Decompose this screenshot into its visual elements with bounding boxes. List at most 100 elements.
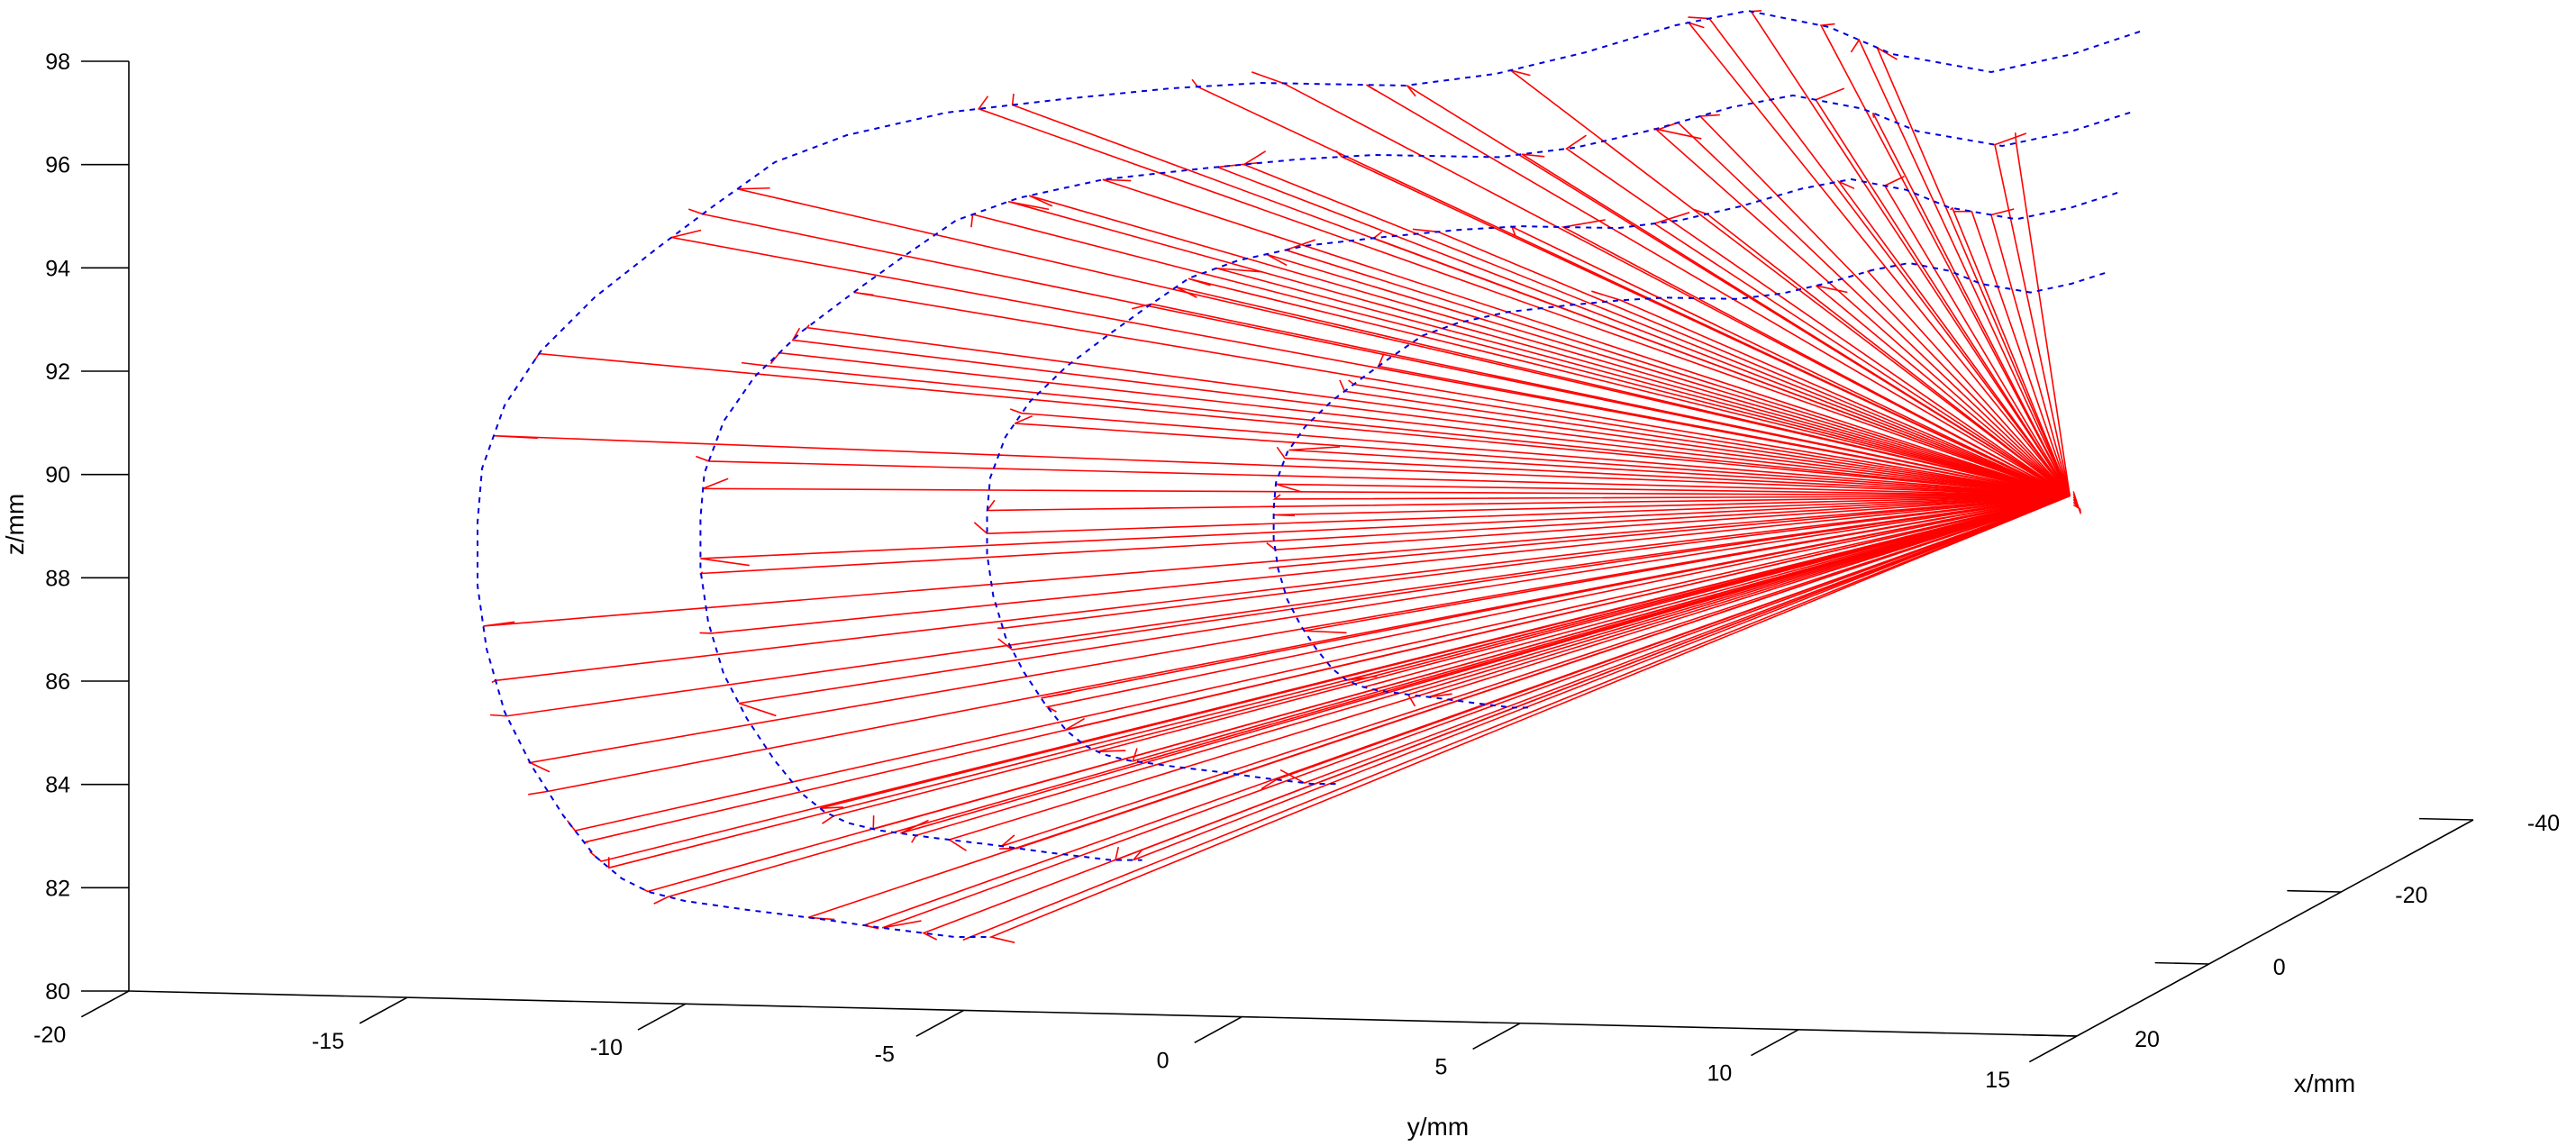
- ray: [988, 495, 2071, 943]
- ray: [1279, 495, 2071, 784]
- tick-labels: 80 82 84 86 88 90 92 94 96 98 -20 -15 -10 -5 0 5 10 15 -40…: [33, 50, 2560, 1093]
- ray: [881, 495, 2071, 929]
- surface-contour-1: [699, 94, 2131, 861]
- y-axis-line: [128, 990, 2078, 1037]
- ray: [1133, 495, 2071, 861]
- ray: [1114, 495, 2071, 861]
- ray: [1949, 206, 2071, 496]
- ray: [805, 324, 2071, 497]
- x-axis-title: x/mm: [2294, 1069, 2355, 1097]
- ray: [490, 495, 2071, 717]
- z-tick-label: 94: [45, 256, 70, 281]
- ray: [1028, 195, 2071, 497]
- y-tick-label: 0: [1157, 1048, 1170, 1073]
- ray: [1009, 408, 2071, 497]
- ray: [700, 495, 2071, 567]
- ray: [1276, 446, 2071, 497]
- x-tick: [2154, 961, 2209, 965]
- z-tick-label: 80: [45, 979, 70, 1005]
- ray: [1406, 85, 2071, 497]
- ray: [483, 495, 2071, 627]
- z-tick-label: 98: [45, 50, 70, 75]
- ray: [1266, 253, 2071, 497]
- y-tick-label: 15: [1985, 1068, 2010, 1093]
- ray: [1007, 200, 2071, 497]
- ray: [1366, 84, 2071, 497]
- y-axis-title: y/mm: [1407, 1113, 1469, 1141]
- ray: [1044, 495, 2071, 713]
- x-tick-label: 20: [2135, 1027, 2160, 1052]
- ray: [997, 495, 2071, 630]
- ray: [999, 495, 2071, 850]
- ray: [1816, 285, 2071, 497]
- z-tick-label: 90: [45, 463, 70, 488]
- x-tick: [2287, 889, 2342, 893]
- ray: [1698, 114, 2071, 496]
- ray: [741, 361, 2071, 497]
- y-tick: [1194, 1015, 1242, 1044]
- ray: [1261, 495, 2071, 790]
- ray: [1561, 219, 2071, 497]
- ray: [1132, 303, 2071, 497]
- y-tick-label: -20: [33, 1023, 66, 1048]
- x-tick: [2418, 817, 2474, 821]
- z-tick-label: 82: [45, 876, 70, 901]
- surface-contour-2: [986, 177, 2118, 786]
- y-tick-label: -5: [875, 1041, 895, 1067]
- ray: [997, 495, 2071, 651]
- x-axis-line: [2076, 819, 2474, 1037]
- ray: [1001, 495, 2071, 847]
- ray: [1268, 495, 2071, 569]
- ray: [1014, 415, 2071, 497]
- ray: [1850, 38, 2071, 496]
- z-tick-label: 88: [45, 566, 70, 591]
- axes-frame: [80, 60, 2474, 1063]
- ray: [1132, 495, 2071, 762]
- surface-contour-3: [1272, 261, 2106, 709]
- ray: [1819, 23, 2071, 496]
- z-tick-label: 84: [45, 773, 70, 798]
- y-tick-label: 5: [1435, 1055, 1448, 1080]
- ray: [820, 495, 2071, 809]
- ray: [696, 455, 2071, 497]
- surface-contours: [477, 9, 2141, 938]
- y-tick: [1751, 1029, 1799, 1057]
- y-tick-label: -10: [590, 1035, 623, 1060]
- ray: [1041, 495, 2071, 699]
- y-tick: [915, 1009, 964, 1037]
- ray: [1102, 178, 2071, 497]
- y-tick-label: -15: [312, 1029, 344, 1054]
- y-tick-label: 10: [1707, 1061, 1732, 1087]
- ray: [1871, 113, 2071, 496]
- y-tick: [80, 990, 130, 1018]
- x-tick-label: -20: [2395, 883, 2427, 908]
- focus-mark: [2072, 504, 2081, 511]
- ray: [1065, 495, 2071, 731]
- ray: [900, 495, 2071, 834]
- ray: [970, 213, 2071, 497]
- z-axis-title: z/mm: [1, 494, 29, 555]
- ray: [2014, 132, 2071, 496]
- ray: [872, 495, 2071, 831]
- ray: [791, 327, 2071, 497]
- z-tick-label: 92: [45, 359, 70, 385]
- ray: [973, 495, 2071, 535]
- y-tick: [359, 996, 408, 1024]
- ray: [853, 291, 2071, 497]
- z-tick-label: 86: [45, 669, 70, 695]
- ray: [738, 495, 2071, 717]
- ray-fan: [483, 10, 2081, 943]
- ray: [1188, 277, 2071, 497]
- ray: [1952, 210, 2071, 496]
- ray: [1304, 495, 2071, 634]
- y-tick: [1472, 1023, 1521, 1050]
- ray: [699, 495, 2071, 634]
- x-tick-label: 0: [2273, 955, 2286, 980]
- ray: [1272, 494, 2071, 500]
- x-tick: [2022, 1033, 2078, 1037]
- ray: [977, 96, 2071, 497]
- y-tick: [637, 1003, 687, 1031]
- ray: [653, 495, 2071, 905]
- ray: [1591, 290, 2071, 497]
